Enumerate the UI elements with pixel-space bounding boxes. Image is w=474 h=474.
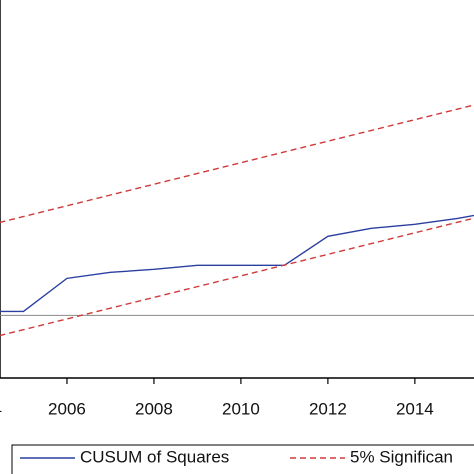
plot-area <box>0 104 474 337</box>
legend-box <box>11 444 474 474</box>
line <box>0 214 474 313</box>
x-tick-label: 4 <box>0 399 2 418</box>
x-tick-label: 2014 <box>396 399 434 418</box>
line <box>0 217 474 337</box>
x-tick-label: 2010 <box>222 399 260 418</box>
legend-label: 5% Significan <box>350 447 453 466</box>
legend-label: CUSUM of Squares <box>80 447 229 466</box>
line <box>0 104 474 224</box>
x-tick-label: 2012 <box>309 399 347 418</box>
x-tick-label: 2008 <box>135 399 173 418</box>
x-tick-label: 2006 <box>48 399 86 418</box>
